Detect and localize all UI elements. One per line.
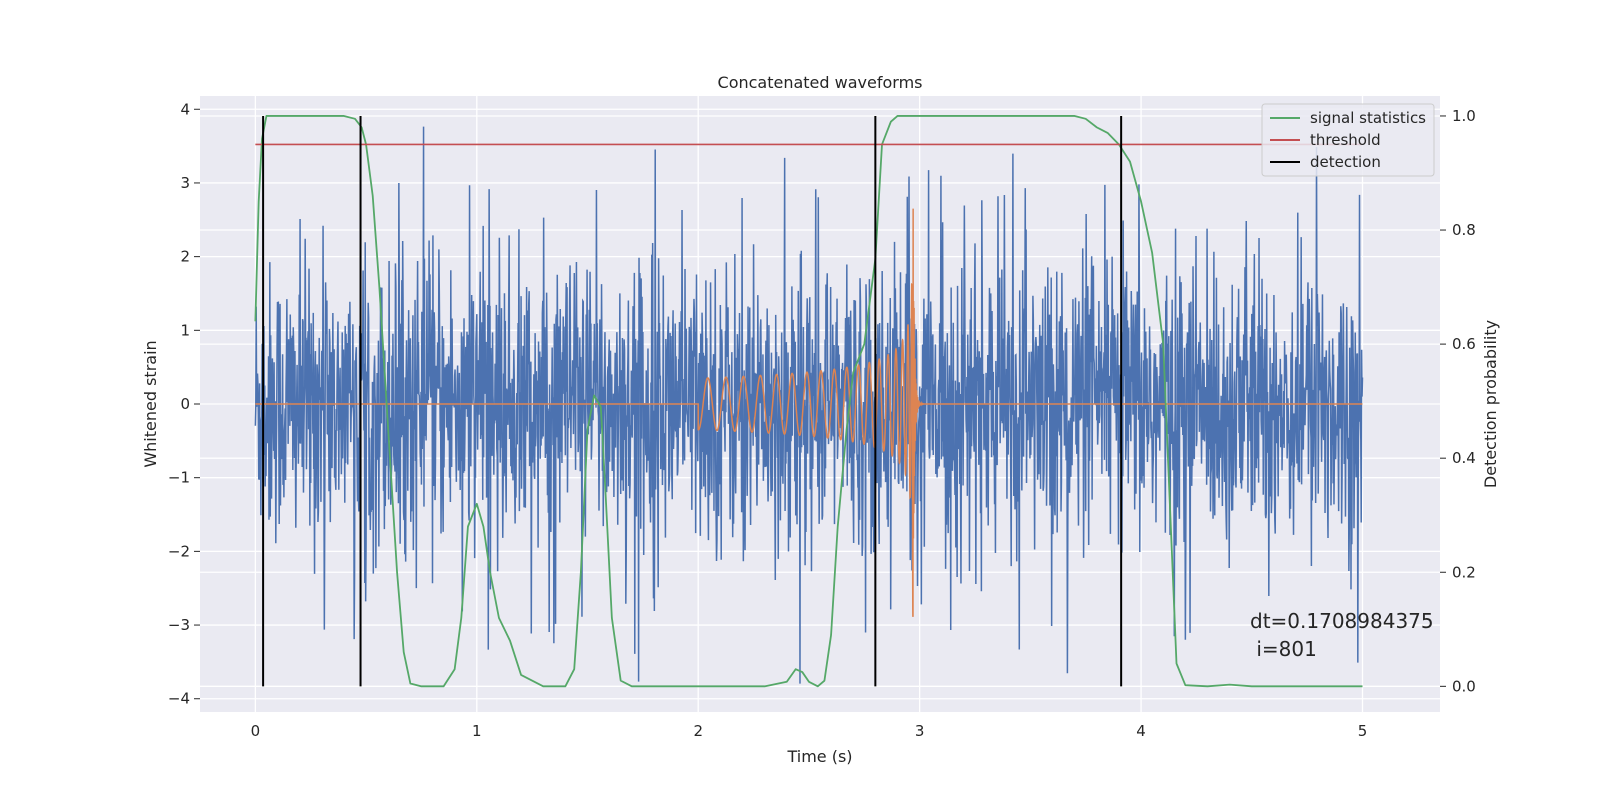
legend-label: threshold	[1310, 131, 1381, 149]
y-tick-label: 0	[180, 395, 190, 413]
y2-tick-label: 0.2	[1452, 563, 1476, 581]
y-tick-label: 2	[180, 248, 190, 266]
legend: signal statistics threshold detection	[1261, 103, 1435, 177]
signal-statistics-line	[254, 115, 1363, 688]
x-axis-label: Time (s)	[786, 747, 852, 766]
chart-title: Concatenated waveforms	[718, 73, 923, 92]
annotation-line: dt=0.1708984375	[1250, 609, 1434, 633]
y2-tick-label: 0.6	[1452, 335, 1476, 353]
y-axis-right: 0.0 0.2 0.4 0.6 0.8 1.0	[1440, 107, 1476, 695]
x-tick-label: 3	[915, 722, 925, 740]
y2-tick-label: 0.0	[1452, 677, 1476, 695]
y2-tick-label: 0.4	[1452, 449, 1476, 467]
y-tick-label: −3	[168, 616, 190, 634]
x-tick-label: 2	[693, 722, 703, 740]
legend-label: signal statistics	[1310, 109, 1426, 127]
annotation: dt=0.1708984375 i=801	[1250, 609, 1434, 661]
y-axis-label: Whitened strain	[141, 340, 160, 467]
y-tick-label: 1	[180, 321, 190, 339]
legend-box	[1261, 103, 1435, 177]
chirp-series-line	[255, 208, 1363, 617]
y-axis-left: −4 −3 −2 −1 0 1 2 3 4	[168, 100, 200, 708]
x-tick-label: 5	[1358, 722, 1368, 740]
y2-tick-label: 0.8	[1452, 221, 1476, 239]
y-tick-label: −4	[168, 690, 190, 708]
y2-tick-label: 1.0	[1452, 107, 1476, 125]
annotation-line: i=801	[1250, 637, 1317, 661]
y-tick-label: −1	[168, 469, 190, 487]
legend-label: detection	[1310, 153, 1381, 171]
plot-area	[254, 115, 1364, 688]
x-tick-label: 4	[1136, 722, 1146, 740]
x-tick-label: 0	[251, 722, 261, 740]
x-axis: 0 1 2 3 4 5	[251, 722, 1368, 740]
y-tick-label: 3	[180, 174, 190, 192]
x-tick-label: 1	[472, 722, 482, 740]
y-tick-label: 4	[180, 100, 190, 118]
y2-axis-label: Detection probability	[1481, 320, 1500, 488]
y-tick-label: −2	[168, 542, 190, 560]
